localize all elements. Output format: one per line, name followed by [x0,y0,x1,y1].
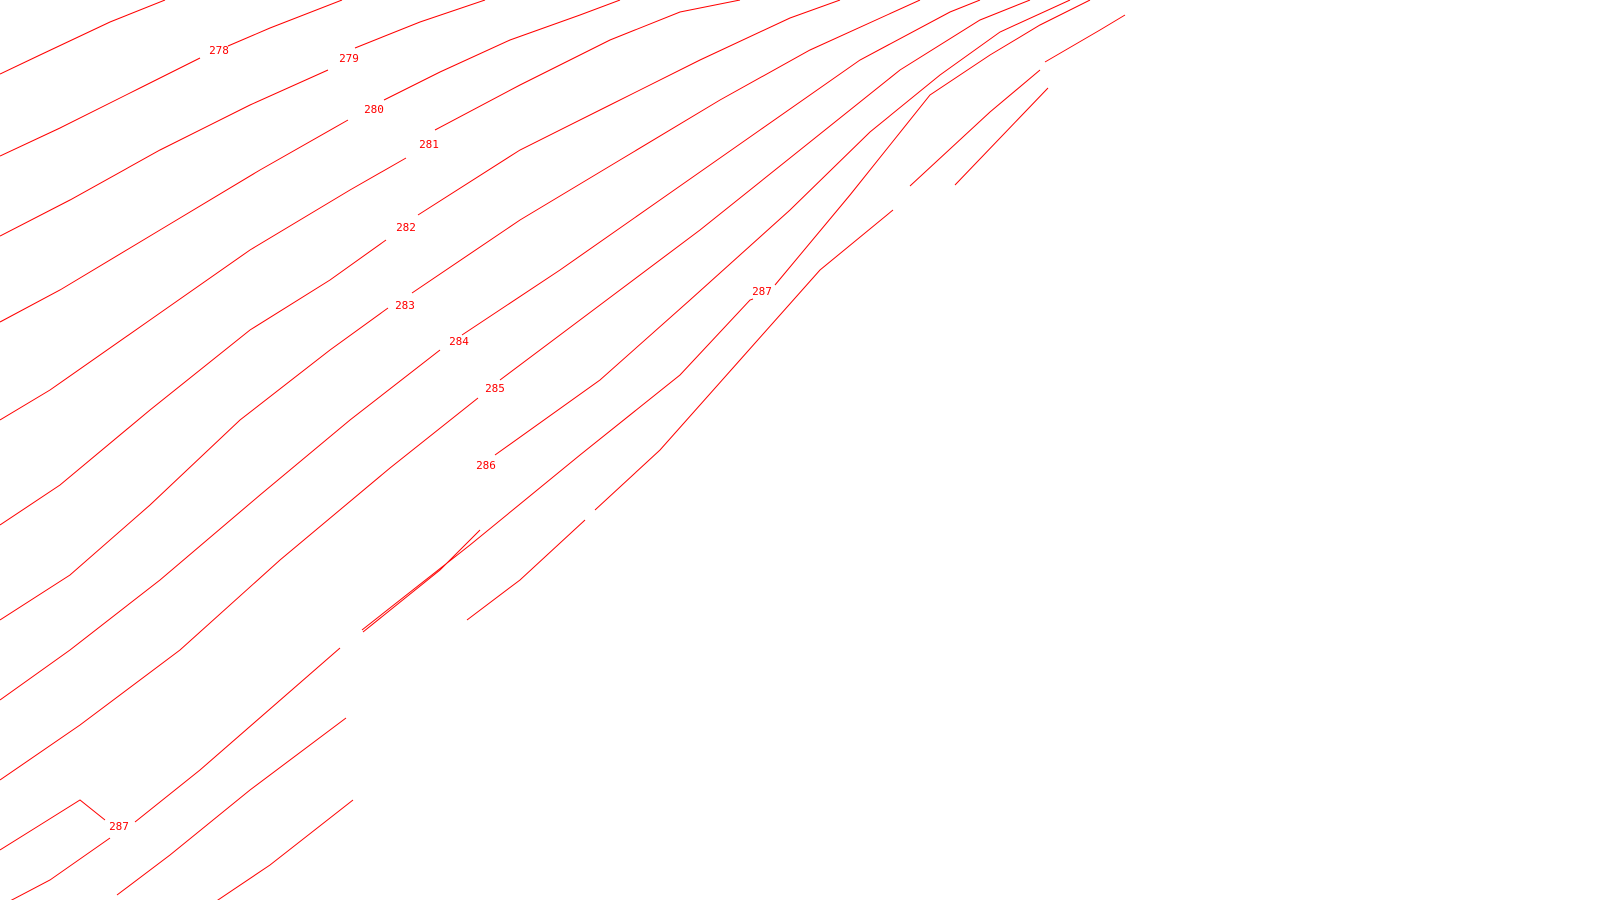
contour-label-279: 279 [339,52,359,65]
contour-line [0,0,486,237]
contour-line [217,14,1126,900]
contour-label-281: 281 [419,138,439,151]
contour-lines [0,0,1126,900]
contour-line [10,0,1091,900]
contour-label-284: 284 [449,335,469,348]
contour-label-287-lower: 287 [109,820,129,833]
contour-label-278: 278 [209,44,229,57]
contour-label-280: 280 [364,103,384,116]
contour-line [0,0,981,701]
contour-label-287-upper: 287 [752,285,772,298]
contour-line [0,0,841,526]
contour-line [0,0,621,323]
contour-label-282: 282 [396,221,416,234]
contour-line [0,0,343,157]
contour-label-286: 286 [476,459,496,472]
contour-label-283: 283 [395,299,415,312]
contour-line [0,0,921,621]
contour-line [0,0,1031,781]
contour-line [0,0,741,421]
contour-labels: 278 279 280 281 282 283 284 285 286 287 … [109,44,772,833]
contour-line [0,0,1071,851]
contour-line [0,0,166,75]
contour-label-285: 285 [485,382,505,395]
